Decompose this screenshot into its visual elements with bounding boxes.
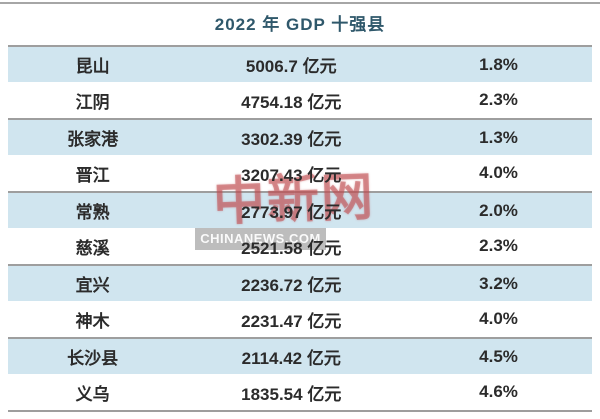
county-name: 晋江 <box>75 165 110 185</box>
divider-line <box>8 45 592 47</box>
gdp-value: 2236.72 亿元 <box>241 276 342 295</box>
gdp-value: 2773.97 亿元 <box>241 203 342 222</box>
growth-rate: 2.3% <box>479 236 518 255</box>
growth-rate: 4.0% <box>479 163 518 182</box>
table-row: 晋江 3207.43 亿元 4.0% <box>8 155 592 191</box>
growth-rate: 2.3% <box>479 90 518 109</box>
table-row: 义乌 1835.54 亿元 4.6% <box>8 374 592 410</box>
growth-rate: 4.6% <box>479 382 518 401</box>
divider-line <box>8 410 592 412</box>
gdp-table: 2022 年 GDP 十强县 昆山 5006.7 亿元 1.8% 江阴 4754… <box>8 4 592 412</box>
growth-rate: 1.3% <box>479 127 518 147</box>
table-row: 神木 2231.47 亿元 4.0% <box>8 301 592 337</box>
table-row: 张家港 3302.39 亿元 1.3% <box>8 120 592 155</box>
gdp-value: 5006.7 亿元 <box>245 57 337 76</box>
divider-line <box>8 337 592 339</box>
table-row: 慈溪 2521.58 亿元 2.3% <box>8 228 592 264</box>
divider-line <box>8 191 592 193</box>
county-name: 慈溪 <box>75 238 110 258</box>
county-name: 宜兴 <box>75 276 110 295</box>
growth-rate: 2.0% <box>479 200 518 220</box>
county-name: 昆山 <box>75 57 110 76</box>
chinanews-site-watermark: CHINANEWS.COM <box>195 228 326 250</box>
gdp-value: 2114.42 亿元 <box>241 349 341 368</box>
gdp-value: 4754.18 亿元 <box>241 92 342 112</box>
table-row: 昆山 5006.7 亿元 1.8% <box>8 47 592 82</box>
county-name: 长沙县 <box>67 349 119 368</box>
county-name: 江阴 <box>75 92 110 112</box>
county-name: 张家港 <box>67 130 119 149</box>
gdp-value: 2521.58 亿元 <box>241 238 342 258</box>
table-row: 长沙县 2114.42 亿元 4.5% <box>8 339 592 374</box>
divider-line <box>8 264 592 266</box>
table-title: 2022 年 GDP 十强县 <box>214 15 386 34</box>
growth-rate: 1.8% <box>479 54 518 74</box>
gdp-value: 2231.47 亿元 <box>241 311 342 331</box>
table-row: 宜兴 2236.72 亿元 3.2% <box>8 266 592 301</box>
divider-line <box>8 118 592 120</box>
growth-rate: 4.0% <box>479 309 518 328</box>
county-name: 常熟 <box>75 203 110 222</box>
table-row: 常熟 2773.97 亿元 2.0% <box>8 193 592 228</box>
top-border-line <box>0 2 600 4</box>
gdp-value: 1835.54 亿元 <box>241 384 342 404</box>
table-row: 江阴 4754.18 亿元 2.3% <box>8 82 592 118</box>
gdp-value: 3302.39 亿元 <box>241 130 342 149</box>
growth-rate: 4.5% <box>479 346 518 366</box>
county-name: 神木 <box>75 311 110 331</box>
gdp-value: 3207.43 亿元 <box>241 165 342 185</box>
county-name: 义乌 <box>75 384 110 404</box>
growth-rate: 3.2% <box>479 273 518 293</box>
